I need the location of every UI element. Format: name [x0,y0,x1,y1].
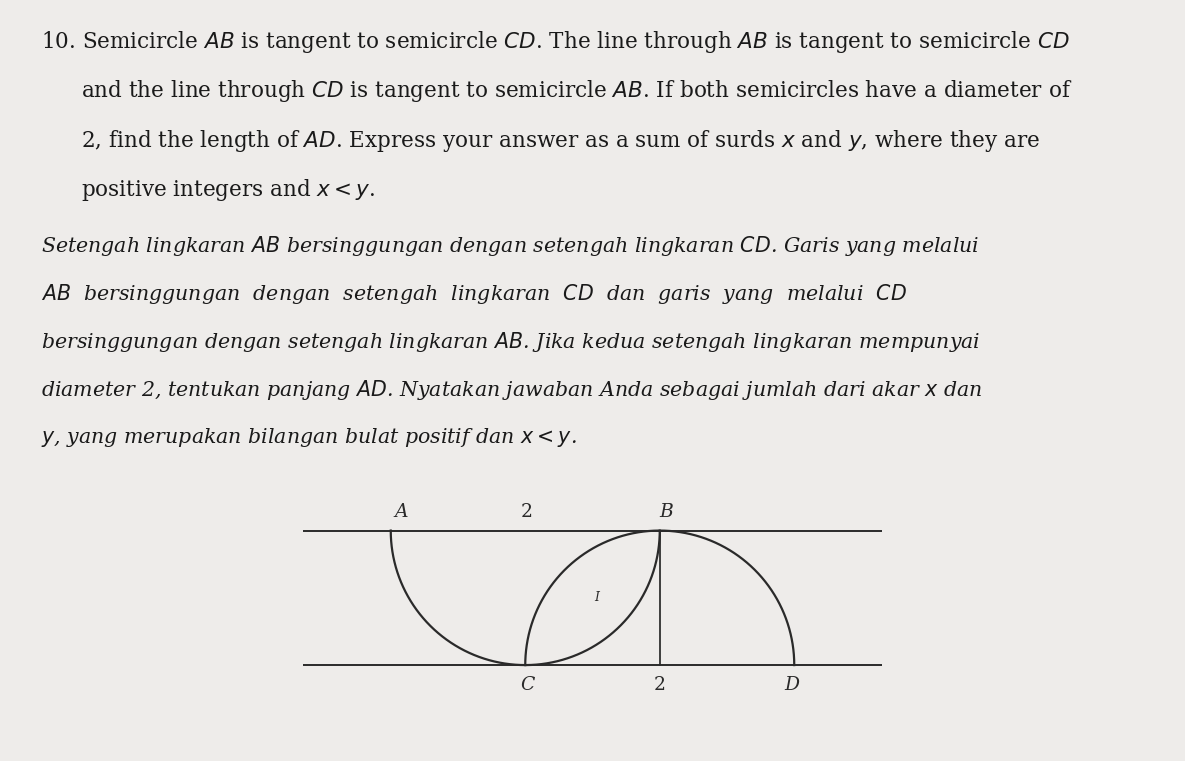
Text: positive integers and $x < y$.: positive integers and $x < y$. [81,177,374,203]
Text: A: A [395,503,409,521]
Text: I: I [594,591,600,604]
Text: Setengah lingkaran $AB$ bersinggungan dengan setengah lingkaran $CD$. Garis yang: Setengah lingkaran $AB$ bersinggungan de… [41,234,980,259]
Text: C: C [520,676,536,694]
Text: D: D [784,676,799,694]
Text: 2: 2 [654,676,666,694]
Text: 2, find the length of $AD$. Express your answer as a sum of surds $x$ and $y$, w: 2, find the length of $AD$. Express your… [81,128,1039,154]
Text: and the line through $CD$ is tangent to semicircle $AB$. If both semicircles hav: and the line through $CD$ is tangent to … [81,78,1072,104]
Text: B: B [660,503,673,521]
Text: 10. Semicircle $AB$ is tangent to semicircle $CD$. The line through $AB$ is tang: 10. Semicircle $AB$ is tangent to semici… [41,29,1070,55]
Text: diameter 2, tentukan panjang $AD$. Nyatakan jawaban Anda sebagai jumlah dari aka: diameter 2, tentukan panjang $AD$. Nyata… [41,378,982,403]
Text: $y$, yang merupakan bilangan bulat positif dan $x < y$.: $y$, yang merupakan bilangan bulat posit… [41,426,577,449]
Text: $AB$  bersinggungan  dengan  setengah  lingkaran  $CD$  dan  garis  yang  melalu: $AB$ bersinggungan dengan setengah lingk… [41,282,908,307]
Text: 2: 2 [520,503,532,521]
Text: bersinggungan dengan setengah lingkaran $AB$. Jika kedua setengah lingkaran memp: bersinggungan dengan setengah lingkaran … [41,330,981,355]
